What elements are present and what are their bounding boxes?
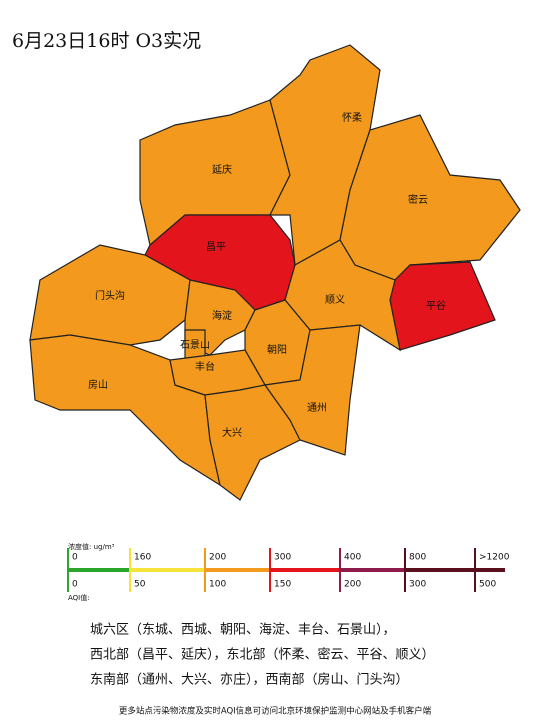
legend-tick-label: 400 [344,553,361,563]
district-label: 门头沟 [95,289,125,302]
district-label: 顺义 [325,294,345,306]
map [29,44,521,501]
district-label: 平谷 [426,300,446,312]
legend-label: 浓度值: ug/m³ [68,542,115,551]
legend-tick-label: 300 [409,580,426,590]
legend-bar [68,568,130,572]
legend-tick-label: 200 [209,553,226,563]
district [339,114,521,281]
region-note: 东南部（通州、大兴、亦庄），西南部（房山、门头沟） [90,672,409,688]
legend-bar [205,568,270,572]
district-label: 昌平 [206,241,226,253]
map-title: 6月23日16时 O3实况 [12,30,201,52]
region-note: 西北部（昌平、延庆），东北部（怀柔、密云、平谷、顺义） [90,647,435,663]
legend-tick-label: >1200 [479,553,510,563]
legend-tick-label: 150 [274,580,291,590]
legend-tick-label: 500 [479,580,496,590]
legend-tick-label: 160 [134,553,151,563]
legend-bar [340,568,405,572]
region-note: 城六区（东城、西城、朝阳、海淀、丰台、石景山）， [90,623,396,638]
footer-note: 更多站点污染物浓度及实时AQI信息可访问北京环境保护监测中心网站及手机客户端 [119,706,432,717]
legend-label: AQI值: [68,593,90,602]
district-label: 房山 [88,378,108,391]
district-label: 通州 [307,402,327,414]
district-label: 延庆 [212,163,232,176]
district-label: 石景山 [180,339,210,351]
district-label: 怀柔 [342,112,362,124]
district-label: 大兴 [222,426,242,439]
district [263,324,361,456]
legend-tick-label: 50 [134,580,146,590]
legend-bar [270,568,340,572]
legend-tick-label: 300 [274,553,291,563]
legend-tick-label: 200 [344,580,361,590]
legend-tick-label: 0 [72,580,78,590]
legend-tick-label: 0 [72,553,78,563]
legend-tick-label: 800 [409,553,426,563]
legend-tick-label: 100 [209,580,226,590]
district-label: 朝阳 [267,344,287,356]
legend-bar [405,568,505,572]
district [204,384,301,501]
district-label: 密云 [408,193,428,206]
district-label: 海淀 [212,309,232,322]
district-label: 丰台 [195,360,215,373]
legend-bar [130,568,205,572]
